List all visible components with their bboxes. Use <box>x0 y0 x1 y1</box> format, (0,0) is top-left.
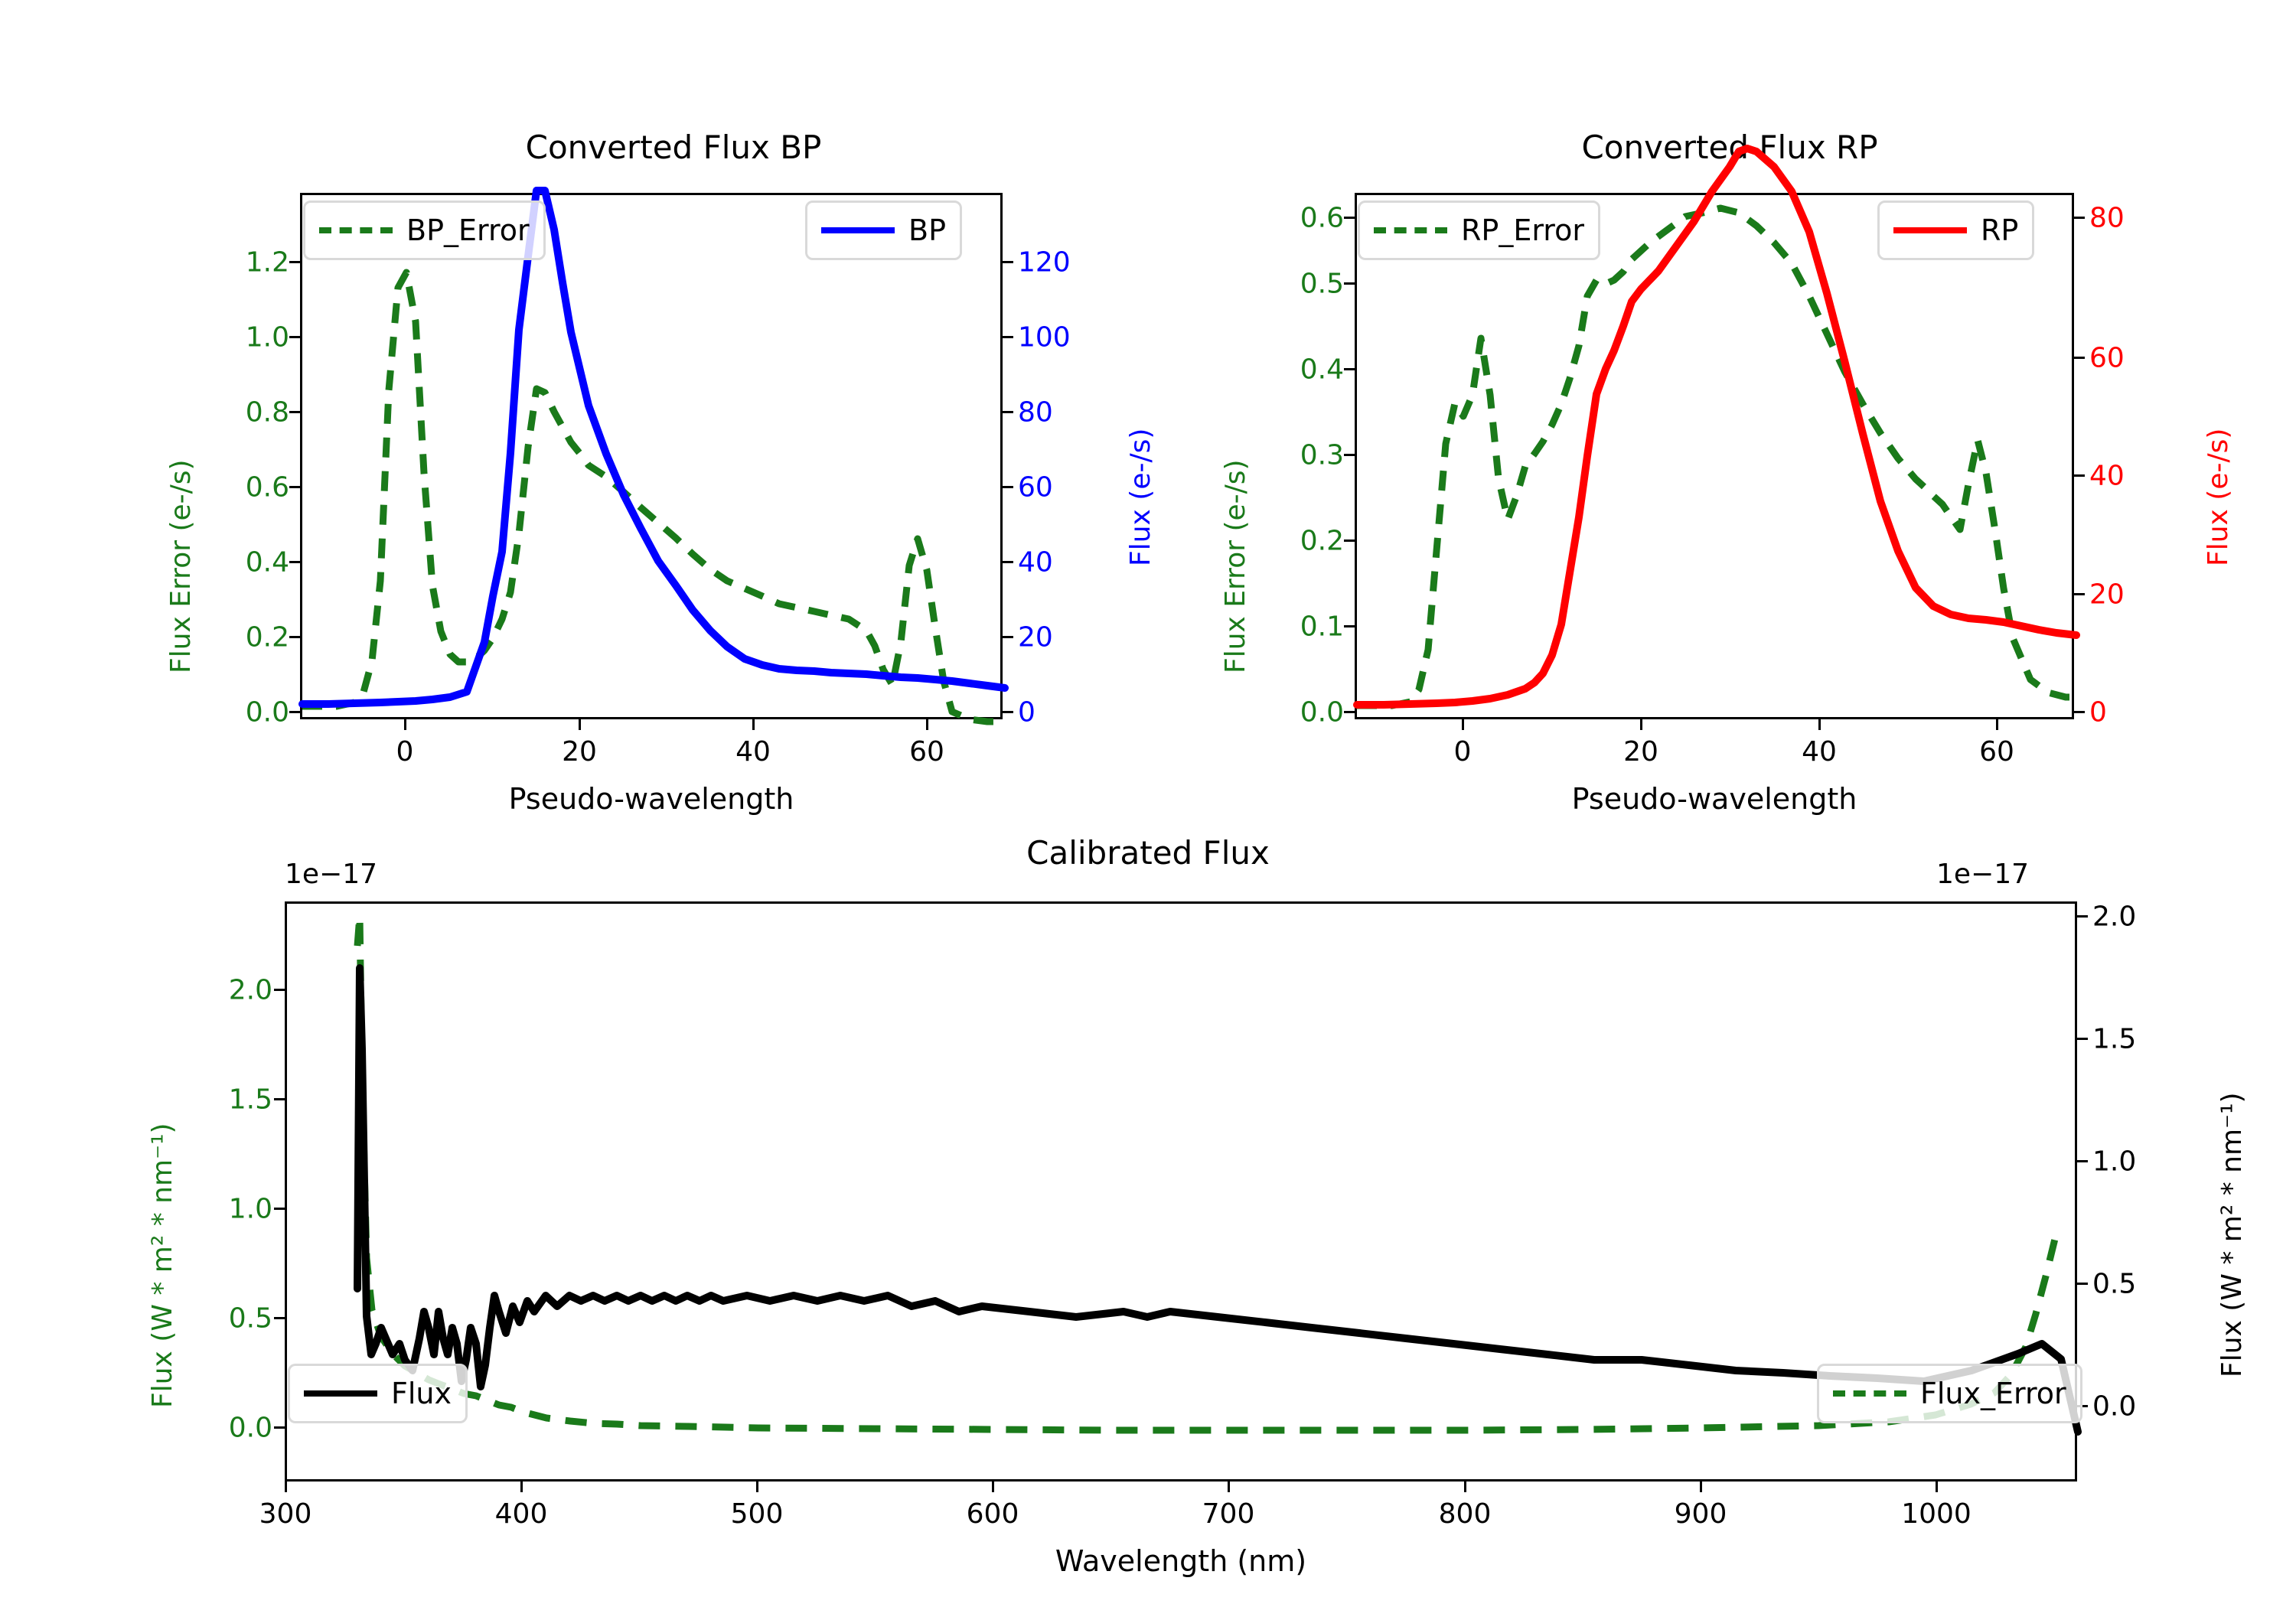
rp-xtick-1: 20 <box>1623 736 1658 768</box>
bp-title: Converted Flux BP <box>525 129 822 166</box>
calibrated-ytick-right-2: 1.0 <box>2092 1146 2137 1178</box>
bp-ytick-left-0: 0.0 <box>245 696 289 729</box>
rp-ytick-right-4: 80 <box>2089 202 2125 234</box>
rp-axes <box>1353 145 2080 719</box>
bp-ytick-right-2: 40 <box>1018 546 1053 579</box>
bp-xtick-2: 40 <box>735 736 771 768</box>
calibrated-ytick-left-3: 1.5 <box>228 1084 272 1116</box>
rp-ytick-right-3: 60 <box>2089 342 2125 374</box>
calibrated-xtick-1: 400 <box>494 1498 548 1530</box>
calibrated-xtick-7: 1000 <box>1901 1498 1971 1530</box>
rp-ytick-left-6: 0.6 <box>1300 202 1344 234</box>
bp-plot-lines <box>298 187 1009 725</box>
rp-ytick-left-0: 0.0 <box>1300 696 1344 729</box>
bp-ytick-left-1: 0.2 <box>245 621 289 654</box>
calibrated-ytick-left-0: 0.0 <box>228 1412 272 1444</box>
calibrated-ytick-left-2: 1.0 <box>228 1193 272 1225</box>
calibrated-exponent-left: 1e−17 <box>285 859 378 890</box>
calibrated-xtick-2: 500 <box>730 1498 784 1530</box>
calibrated-legend-flux-label: Flux <box>391 1377 452 1410</box>
rp-ytick-left-5: 0.5 <box>1300 268 1344 300</box>
calibrated-plot-lines <box>354 912 2082 1436</box>
calibrated-ytick-left-4: 2.0 <box>228 974 272 1006</box>
bp-ytick-right-3: 60 <box>1018 471 1053 504</box>
rp-xtick-0: 0 <box>1453 736 1472 768</box>
calibrated-ytick-right-3: 1.5 <box>2092 1023 2137 1055</box>
calibrated-ytick-right-4: 2.0 <box>2092 901 2137 933</box>
bp-xtick-0: 0 <box>396 736 414 768</box>
rp-flux-swatch <box>1893 227 1967 233</box>
rp-ytick-left-4: 0.4 <box>1300 354 1344 386</box>
calibrated-xtick-3: 600 <box>966 1498 1019 1530</box>
rp-ytick-left-3: 0.3 <box>1300 439 1344 471</box>
calibrated-legend-flux[interactable]: Flux <box>288 1364 468 1423</box>
bp-xtick-3: 60 <box>909 736 944 768</box>
bp-xlabel: Pseudo-wavelength <box>508 782 794 816</box>
rp-error-swatch <box>1374 227 1447 233</box>
rp-legend-error[interactable]: RP_Error <box>1358 200 1600 260</box>
bp-ytick-left-2: 0.4 <box>245 546 289 579</box>
calibrated-ytick-right-1: 0.5 <box>2092 1268 2137 1300</box>
bp-error-line <box>302 269 1005 725</box>
rp-ytick-right-0: 0 <box>2089 696 2107 729</box>
bp-ytick-right-5: 100 <box>1018 321 1071 354</box>
bp-axes <box>298 187 1009 725</box>
bp-ylabel-right: Flux (e-/s) <box>1125 428 1156 566</box>
calibrated-xtick-4: 700 <box>1202 1498 1255 1530</box>
rp-plot-lines <box>1353 145 2080 709</box>
rp-ytick-right-2: 40 <box>2089 460 2125 492</box>
calibrated-flux-error-line <box>354 912 2059 1434</box>
rp-xtick-3: 60 <box>1979 736 2014 768</box>
rp-error-line <box>1357 204 2076 709</box>
bp-ytick-right-1: 20 <box>1018 621 1053 654</box>
bp-ytick-left-5: 1.0 <box>245 321 289 354</box>
rp-legend-error-label: RP_Error <box>1461 214 1584 247</box>
rp-ytick-right-1: 20 <box>2089 579 2125 611</box>
calibrated-axes <box>285 901 2082 1482</box>
bp-ylabel-left: Flux Error (e-/s) <box>165 459 197 673</box>
bp-legend-error[interactable]: BP_Error <box>303 200 546 260</box>
bp-flux-line <box>298 187 1009 708</box>
bp-ytick-left-4: 0.8 <box>245 396 289 429</box>
calibrated-ytick-right-0: 0.0 <box>2092 1390 2137 1423</box>
bp-xtick-1: 20 <box>562 736 597 768</box>
bp-flux-swatch <box>821 227 895 233</box>
rp-ytick-left-1: 0.1 <box>1300 611 1344 643</box>
calibrated-title: Calibrated Flux <box>1026 834 1270 872</box>
calibrated-xlabel: Wavelength (nm) <box>1055 1544 1307 1578</box>
rp-ylabel-left: Flux Error (e-/s) <box>1220 459 1251 673</box>
calibrated-exponent-right: 1e−17 <box>1936 859 2030 890</box>
bp-ytick-left-3: 0.6 <box>245 471 289 504</box>
rp-flux-line <box>1353 145 2080 709</box>
calibrated-xtick-5: 800 <box>1438 1498 1492 1530</box>
calibrated-ylabel-right: Flux (W * m² * nm⁻¹) <box>2216 1092 2248 1377</box>
calibrated-ytick-left-1: 0.5 <box>228 1302 272 1335</box>
bp-ytick-right-6: 120 <box>1018 246 1071 279</box>
bp-legend-flux-label: BP <box>908 214 946 247</box>
bp-error-swatch <box>319 227 393 233</box>
rp-ytick-left-2: 0.2 <box>1300 525 1344 557</box>
rp-ylabel-right: Flux (e-/s) <box>2203 428 2234 566</box>
calibrated-flux-swatch <box>304 1390 377 1397</box>
calibrated-flux-line <box>354 964 2082 1436</box>
calibrated-xtick-6: 900 <box>1674 1498 1727 1530</box>
calibrated-legend-flux-error-label: Flux_Error <box>1920 1377 2066 1410</box>
calibrated-flux-error-swatch <box>1833 1390 1906 1397</box>
rp-xlabel: Pseudo-wavelength <box>1571 782 1857 816</box>
rp-legend-flux-label: RP <box>1981 214 2019 247</box>
bp-ytick-right-0: 0 <box>1018 696 1035 729</box>
rp-xtick-2: 40 <box>1802 736 1837 768</box>
bp-ytick-right-4: 80 <box>1018 396 1053 429</box>
calibrated-ylabel-left: Flux (W * m² * nm⁻¹) <box>147 1123 178 1408</box>
calibrated-legend-flux-error[interactable]: Flux_Error <box>1817 1364 2082 1423</box>
bp-legend-error-label: BP_Error <box>406 214 530 247</box>
bp-ytick-left-6: 1.2 <box>245 246 289 279</box>
bp-legend-flux[interactable]: BP <box>805 200 962 260</box>
calibrated-xtick-0: 300 <box>259 1498 312 1530</box>
rp-legend-flux[interactable]: RP <box>1877 200 2035 260</box>
